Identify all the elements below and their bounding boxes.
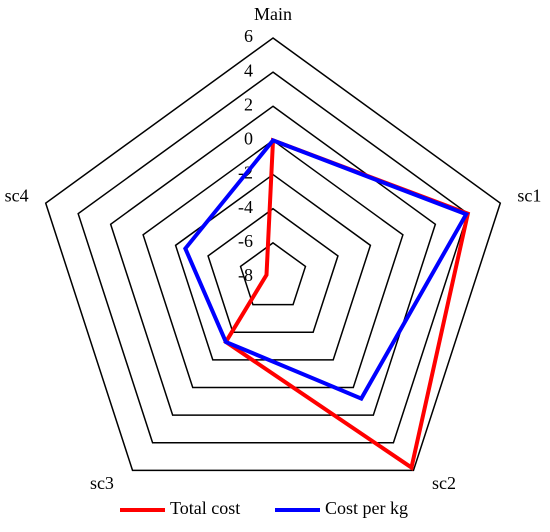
series-line — [183, 138, 470, 402]
axis-label: Main — [254, 4, 292, 24]
tick-label: 0 — [244, 129, 253, 149]
legend-label: Total cost — [170, 498, 240, 518]
grid-ring — [77, 71, 469, 444]
tick-label: 4 — [244, 60, 253, 80]
tick-label: -4 — [238, 197, 253, 217]
tick-label: -6 — [238, 231, 253, 251]
axis-label: sc3 — [90, 473, 114, 493]
axis-label: sc1 — [517, 186, 541, 206]
axis-label: sc4 — [5, 186, 29, 206]
tick-label: 2 — [244, 94, 253, 114]
tick-label: 6 — [244, 26, 253, 46]
grid-ring — [142, 139, 404, 389]
legend-label: Cost per kg — [325, 498, 408, 518]
grid-ring — [207, 207, 339, 333]
grid-ring — [44, 37, 502, 472]
grid-ring — [109, 105, 437, 416]
axis-label: sc2 — [432, 473, 456, 493]
grid-ring — [239, 241, 307, 306]
